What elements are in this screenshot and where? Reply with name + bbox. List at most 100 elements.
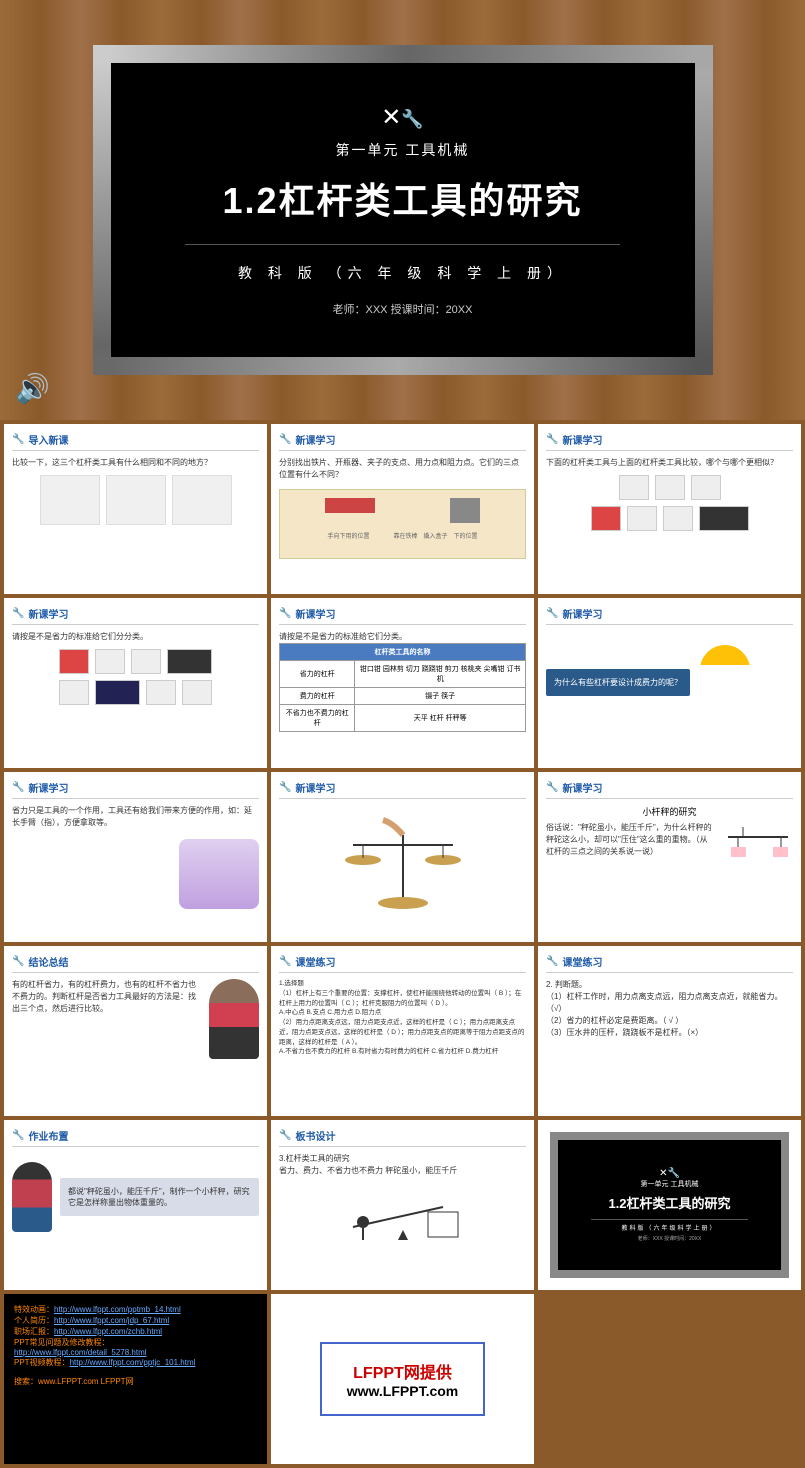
link-row: PPT常见问题及修改教程： (14, 1337, 257, 1348)
table-header: 杠杆类工具的名称 (280, 644, 526, 661)
slide-header: 导入新课 (28, 432, 68, 447)
lfppt-line2: www.LFPPT.com (347, 1383, 459, 1399)
helmet-icon (700, 645, 750, 695)
slide-2[interactable]: 🔧新课学习 分别找出铁片、开瓶器、夹子的支点、用力点和阻力点。它们的三点位置有什… (271, 424, 534, 594)
slide-header: 新课学习 (295, 606, 335, 621)
balance-image (279, 805, 526, 925)
slide-body: 3.杠杆类工具的研究 省力、费力、不省力也不费力 秤砣虽小，能压千斤 (279, 1153, 526, 1177)
slide-header: 新课学习 (28, 606, 68, 621)
slide-header: 新课学习 (295, 432, 335, 447)
stapler-image (699, 506, 749, 531)
opener-diagram (450, 498, 480, 523)
tool-image (146, 680, 176, 705)
table-cell: 钳口钳 园林剪 切刀 跷跷钳 剪刀 核桃夹 尖嘴钳 订书机 (355, 661, 526, 688)
search-note: 搜索：www.LFPPT.com LFPPT网 (14, 1376, 257, 1387)
homework-callout: 都说"秤砣虽小，能压千斤"，制作一个小杆秤，研究它是怎样称量出物体重量的。 (60, 1178, 259, 1216)
slide-1[interactable]: 🔧 导入新课 比较一下，这三个杠杆类工具有什么相同和不同的地方？ (4, 424, 267, 594)
footer-link[interactable]: http://www.lfppt.com/jdp_67.html (54, 1316, 169, 1325)
footer-links-slide[interactable]: 特效动画：http://www.lfppt.com/pptmb_14.html … (4, 1294, 267, 1464)
tool-image (691, 475, 721, 500)
wrench-icon: 🔧 (279, 608, 291, 619)
tool-image (95, 649, 125, 674)
tools-icon: ✕🔧 (381, 103, 424, 132)
slide-header: 课堂练习 (295, 954, 335, 969)
wrench-icon: 🔧 (279, 1130, 291, 1141)
slide-header: 新课学习 (28, 780, 68, 795)
slide-12[interactable]: 🔧课堂练习 2. 判断题。 （1）杠杆工作时，用力点离支点远，阻力点离支点近，就… (538, 946, 801, 1116)
slide-body: 省力只是工具的一个作用，工具还有给我们带来方便的作用，如：延长手臂（指），方便拿… (12, 805, 259, 829)
image-row (12, 475, 259, 525)
mini-unit: 第一单元 工具机械 (641, 1179, 699, 1189)
slide-body: 1.选择题 （1）杠杆上有三个重要的位置：支撑杠杆，使杠杆能围绕他转动的位置叫（… (279, 979, 526, 1057)
question-callout: 为什么有些杠杆要设计成费力的呢？ (546, 669, 690, 696)
image-row (546, 506, 793, 531)
slide-11[interactable]: 🔧课堂练习 1.选择题 （1）杠杆上有三个重要的位置：支撑杠杆，使杠杆能围绕他转… (271, 946, 534, 1116)
image-row (12, 680, 259, 705)
slide-header: 结论总结 (28, 954, 68, 969)
mini-title-frame: ✕🔧 第一单元 工具机械 1.2杠杆类工具的研究 教科版（六年级科学上册） 老师… (550, 1132, 789, 1278)
slide-4[interactable]: 🔧 新课学习 请按是不是省力的标准给它们分分类。 (4, 598, 267, 768)
classification-table: 杠杆类工具的名称 省力的杠杆钳口钳 园林剪 切刀 跷跷钳 剪刀 核桃夹 尖嘴钳 … (279, 643, 526, 732)
slide-body: 2. 判断题。 （1）杠杆工作时，用力点离支点远，阻力点离支点近，就能省力。（√… (546, 979, 793, 1039)
lfppt-slide[interactable]: LFPPT网提供 www.LFPPT.com (271, 1294, 534, 1464)
pliers-image (591, 506, 621, 531)
wrench-icon: 🔧 (279, 782, 291, 793)
tool-image (59, 680, 89, 705)
footer-link[interactable]: http://www.lfppt.com/pptjc_101.html (70, 1358, 196, 1367)
wrench-icon: 🔧 (546, 434, 558, 445)
slide-body: 比较一下，这三个杠杆类工具有什么相同和不同的地方？ (12, 457, 259, 469)
wrench-icon: 🔧 (12, 608, 24, 619)
mini-meta: 老师：XXX 授课时间：20XX (638, 1235, 702, 1242)
link-row: 职场汇报：http://www.lfppt.com/zchb.html (14, 1326, 257, 1337)
mini-title: 1.2杠杆类工具的研究 (608, 1193, 730, 1212)
slide-header: 新课学习 (562, 780, 602, 795)
slide-10[interactable]: 🔧结论总结 有的杠杆省力，有的杠杆费力，也有的杠杆不省力也不费力的。判断杠杆是否… (4, 946, 267, 1116)
slide-body: 俗话说："秤砣虽小，能压千斤"，为什么杆秤的秤砣这么小，却可以"压住"这么重的重… (546, 822, 715, 884)
slide-grid: 🔧导入新课 比较一下，这三个杠杆类工具有什么相同和不同的地方？ 🔧新课学习 分别… (0, 420, 805, 1468)
lever-diagram (325, 498, 375, 513)
figure-body (710, 690, 740, 720)
footer-link[interactable]: http://www.lfppt.com/pptmb_14.html (54, 1305, 181, 1314)
slide-body: 分别找出铁片、开瓶器、夹子的支点、用力点和阻力点。它们的三点位置有什么不同？ (279, 457, 526, 481)
slide-header: 新课学习 (562, 432, 602, 447)
teacher-illustration (209, 979, 259, 1059)
wrench-icon: 🔧 (12, 956, 24, 967)
tool-image (106, 475, 166, 525)
blank-slide (538, 1294, 801, 1464)
slide-9[interactable]: 🔧新课学习 小杆秤的研究 俗话说："秤砣虽小，能压千斤"，为什么杆秤的秤砣这么小… (538, 772, 801, 942)
slide-13[interactable]: 🔧作业布置 都说"秤砣虽小，能压千斤"，制作一个小杆秤，研究它是怎样称量出物体重… (4, 1120, 267, 1290)
tool-image (619, 475, 649, 500)
lfppt-line1: LFPPT网提供 (347, 1359, 459, 1383)
hero-slide: ✕🔧 第一单元 工具机械 1.2杠杆类工具的研究 教 科 版 （六 年 级 科 … (0, 0, 805, 420)
tool-image (131, 649, 161, 674)
subtitle: 教 科 版 （六 年 级 科 学 上 册） (238, 263, 567, 283)
title-frame: ✕🔧 第一单元 工具机械 1.2杠杆类工具的研究 教 科 版 （六 年 级 科 … (93, 45, 713, 375)
tool-image (663, 506, 693, 531)
slide-14[interactable]: 🔧板书设计 3.杠杆类工具的研究 省力、费力、不省力也不费力 秤砣虽小，能压千斤 (271, 1120, 534, 1290)
slide-8[interactable]: 🔧新课学习 (271, 772, 534, 942)
speaker-icon[interactable]: 🔊 (15, 372, 50, 405)
diagram-labels: 手向下用的位置 靠在铁棒 撬入盒子 下的位置 (280, 531, 525, 540)
slide-15[interactable]: ✕🔧 第一单元 工具机械 1.2杠杆类工具的研究 教科版（六年级科学上册） 老师… (538, 1120, 801, 1290)
slide-5[interactable]: 🔧新课学习 请按是不是省力的标准给它们分类。 杠杆类工具的名称 省力的杠杆钳口钳… (271, 598, 534, 768)
meta-info: 老师：XXX 授课时间：20XX (333, 301, 473, 317)
table-cell: 镊子 筷子 (355, 688, 526, 705)
tool-image (655, 475, 685, 500)
slide-6[interactable]: 🔧新课学习 为什么有些杠杆要设计成费力的呢？ (538, 598, 801, 768)
table-cell: 省力的杠杆 (280, 661, 355, 688)
footer-link[interactable]: http://www.lfppt.com/detail_5278.html (14, 1348, 147, 1357)
tool-image (59, 649, 89, 674)
lever-sketch (279, 1192, 526, 1244)
tool-image (95, 680, 140, 705)
slide-7[interactable]: 🔧新课学习 省力只是工具的一个作用，工具还有给我们带来方便的作用，如：延长手臂（… (4, 772, 267, 942)
slide-3[interactable]: 🔧新课学习 下面的杠杆类工具与上面的杠杆类工具比较，哪个与哪个更相似？ (538, 424, 801, 594)
slide-header: 课堂练习 (562, 954, 602, 969)
link-row: http://www.lfppt.com/detail_5278.html (14, 1348, 257, 1357)
wrench-icon: 🔧 (546, 782, 558, 793)
steelyard-diagram (723, 822, 793, 884)
table-cell: 费力的杠杆 (280, 688, 355, 705)
footer-link[interactable]: http://www.lfppt.com/zchb.html (54, 1327, 162, 1336)
wrench-icon: 🔧 (12, 434, 24, 445)
slide-body: 请按是不是省力的标准给它们分分类。 (12, 631, 259, 643)
tool-image (40, 475, 100, 525)
